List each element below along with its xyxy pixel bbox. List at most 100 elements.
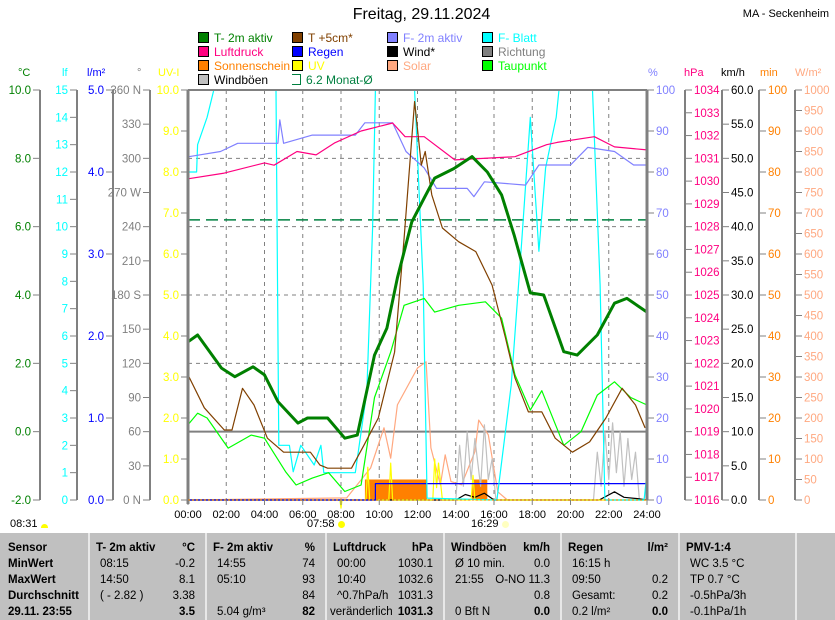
legend-label: Solar (403, 59, 432, 73)
series-luftdruck (187, 122, 648, 180)
x-tick-label: 18:00 (518, 509, 546, 521)
axis-label-kmh: 40.0 (731, 222, 753, 234)
table-header: Luftdruck (333, 542, 387, 554)
axis-label-lf: 4 (62, 386, 69, 398)
table-cell-value: 1032.6 (397, 574, 433, 586)
table-cell-label: 29.11. 23:55 (8, 606, 72, 618)
axis-label-pct: 40 (656, 331, 669, 343)
axis-label-hpa: 1029 (694, 199, 720, 211)
axis-label-uv: 7.0 (163, 208, 179, 220)
x-tick-label: 16:00 (480, 509, 508, 521)
axis-label-hpa: 1018 (694, 449, 720, 461)
table-cell-label: 08:15 (100, 558, 129, 570)
legend-label: 6.2 Monat-Ø (306, 73, 373, 87)
axis-label-lf: 10 (55, 222, 68, 234)
axis-label-wm2: 600 (804, 249, 823, 261)
axis-label-dir: 270 W (108, 188, 141, 200)
axis-label-dir: 0 N (123, 495, 141, 507)
legend-swatch (292, 74, 301, 85)
legend-label: Sonnenschein (214, 59, 291, 73)
table-cell-label: 14:55 (217, 558, 246, 570)
axis-label-dir: 300 (122, 153, 141, 165)
axis-unit-wm2: W/m² (795, 67, 822, 79)
axis-label-wm2: 0 (804, 495, 810, 507)
axis-label-uv: 6.0 (163, 249, 179, 261)
axis-label-dir: 330 (122, 119, 141, 131)
legend-item: T +5cm* (292, 31, 353, 45)
axis-label-uv: 1.0 (163, 454, 179, 466)
table-cell-value: O-NO 11.3 (495, 574, 550, 586)
table-cell-label: 0.2 l/m² (572, 606, 611, 618)
x-tick-label: 00:00 (174, 509, 202, 521)
table-unit: km/h (523, 542, 550, 554)
axis-label-wm2: 500 (804, 290, 823, 302)
legend-swatch (198, 74, 209, 85)
axis-label-pct: 20 (656, 413, 669, 425)
axis-label-wm2: 300 (804, 372, 823, 384)
axis-label-lf: 6 (62, 331, 68, 343)
axis-unit-dir: ° (137, 67, 142, 79)
axis-label-lf: 7 (62, 304, 68, 316)
legend-item: F- Blatt (482, 31, 537, 45)
table-cell-label: Ø 10 min. (455, 558, 505, 570)
axis-label-temp: 2.0 (15, 358, 31, 370)
table-cell-label: TP 0.7 °C (690, 574, 740, 586)
axis-label-rain: 1.0 (88, 413, 104, 425)
table-cell-label: MaxWert (8, 574, 56, 586)
table-cell-value: 0.0 (534, 558, 550, 570)
legend-item: UV (292, 59, 325, 73)
axis-label-hpa: 1016 (694, 495, 720, 507)
table-cell-label: Durchschnitt (8, 590, 79, 602)
table-cell-value: 0.0 (534, 606, 550, 618)
axis-label-temp: 8.0 (15, 153, 31, 165)
axis-label-wm2: 450 (804, 311, 823, 323)
axis-unit-uv: UV-I (158, 67, 180, 79)
legend-label: T- 2m aktiv (214, 31, 273, 45)
column-divider (795, 533, 797, 620)
axis-label-pct: 30 (656, 372, 669, 384)
table-cell-label: 5.04 g/m³ (217, 606, 266, 618)
axis-label-lf: 1 (62, 468, 68, 480)
axis-label-hpa: 1030 (694, 176, 720, 188)
legend-item: Luftdruck (198, 45, 263, 59)
sunshine-bar (472, 479, 488, 500)
axis-label-hpa: 1026 (694, 267, 720, 279)
axis-label-wm2: 550 (804, 270, 823, 282)
axis-label-hpa: 1028 (694, 222, 720, 234)
legend-item: Taupunkt (482, 59, 547, 73)
axis-label-lf: 0 (62, 495, 68, 507)
legend-item: Windböen (198, 73, 268, 87)
table-cell-value: 82 (302, 606, 315, 618)
axis-label-uv: 9.0 (163, 126, 179, 138)
table-cell-value: -0.2 (175, 558, 195, 570)
legend-item: T- 2m aktiv (198, 31, 273, 45)
axis-label-lf: 8 (62, 276, 68, 288)
axis-label-dir: 90 (128, 393, 141, 405)
axis-label-kmh: 30.0 (731, 290, 753, 302)
axis-label-min: 10 (768, 454, 781, 466)
x-tick-label: 22:00 (595, 509, 623, 521)
x-tick-label: 10:00 (365, 509, 393, 521)
station-name: MA - Seckenheim (742, 8, 829, 20)
axis-label-rain: 0.0 (88, 495, 104, 507)
column-divider (205, 533, 207, 620)
axis-label-pct: 10 (656, 454, 669, 466)
axis-label-lf: 12 (55, 167, 68, 179)
axis-label-kmh: 35.0 (731, 256, 753, 268)
legend-swatch (198, 46, 209, 57)
table-cell-value: 3.38 (172, 590, 195, 602)
axis-label-pct: 0 (656, 495, 662, 507)
table-cell-value: 84 (302, 590, 315, 602)
axis-label-hpa: 1033 (694, 108, 720, 120)
axis-label-min: 90 (768, 126, 781, 138)
axis-label-wm2: 700 (804, 208, 823, 220)
series-f-2m-aktiv (187, 119, 647, 198)
table-header: Windböen (451, 542, 507, 554)
table-cell-label: MinWert (8, 558, 54, 570)
page-title: Freitag, 29.11.2024 (352, 6, 491, 23)
sunrise-annotation: 07:58 (307, 518, 345, 530)
table-header: Sensor (8, 542, 47, 554)
left-time-annotation: 08:31 (10, 518, 48, 530)
x-tick-label: 08:00 (327, 509, 355, 521)
table-cell-value: 1030.1 (397, 558, 433, 570)
